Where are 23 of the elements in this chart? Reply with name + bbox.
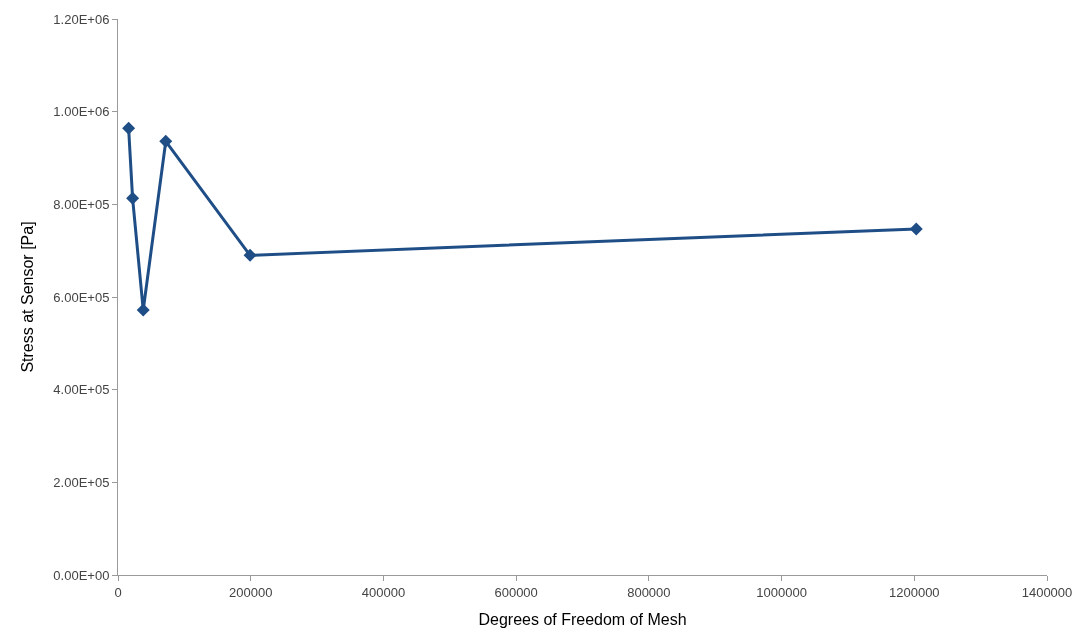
y-tick-label: 1.00E+06 xyxy=(53,104,110,120)
x-tick-label: 1400000 xyxy=(1021,584,1073,600)
y-tick-label: 0.00E+00 xyxy=(53,567,110,583)
x-axis-title: Degrees of Freedom of Mesh xyxy=(478,611,687,629)
point xyxy=(909,222,923,236)
y-tick-label: 6.00E+05 xyxy=(53,289,110,305)
y-tick-label: 1.20E+06 xyxy=(53,11,110,27)
x-tick-label: 600000 xyxy=(494,584,538,600)
x-tick-label: 200000 xyxy=(229,584,273,600)
y-tick-label: 8.00E+05 xyxy=(53,196,110,212)
point xyxy=(243,248,257,262)
point xyxy=(122,121,136,135)
x-tick-label: 0 xyxy=(114,584,122,600)
y-tick-label: 4.00E+05 xyxy=(53,382,110,398)
point xyxy=(136,303,150,317)
x-tick-label: 1000000 xyxy=(756,584,807,600)
point xyxy=(126,191,140,205)
x-tick-label: 800000 xyxy=(627,584,671,600)
x-tick-label: 1200000 xyxy=(888,584,940,600)
y-tick-label: 2.00E+05 xyxy=(53,474,110,490)
point xyxy=(159,134,173,148)
x-tick-label: 400000 xyxy=(361,584,406,600)
y-axis-title: Stress at Sensor [Pa] xyxy=(19,221,37,373)
